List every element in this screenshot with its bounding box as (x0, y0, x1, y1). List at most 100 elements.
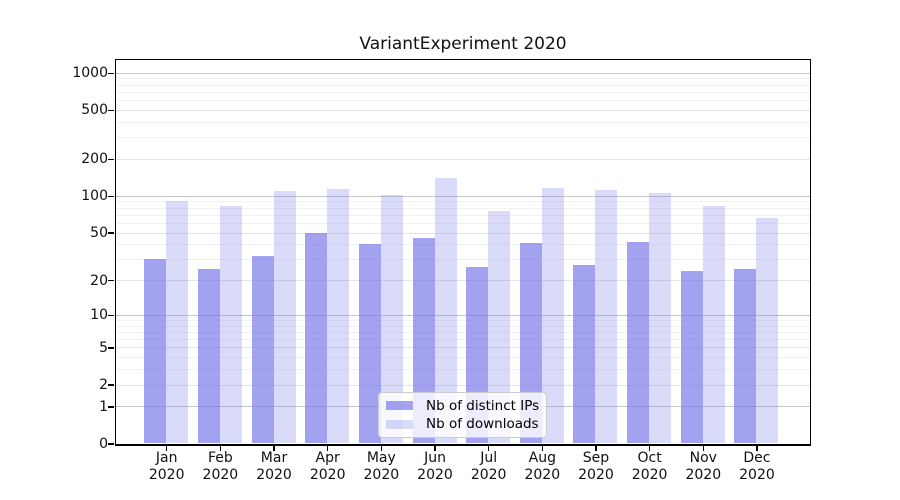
y-tick-mark (108, 347, 114, 349)
x-tick-label: Nov 2020 (685, 450, 722, 483)
gridline-minor (115, 91, 810, 93)
legend-swatch-distinct-ips (386, 401, 413, 411)
bar-distinct-ips-nov (680, 270, 703, 444)
gridline-minor (115, 214, 810, 216)
bar-distinct-ips-apr (305, 232, 328, 444)
x-tick-label: May 2020 (363, 450, 400, 483)
bar-distinct-ips-oct (627, 241, 650, 444)
x-tick-mark (756, 446, 758, 451)
legend-label-distinct-ips: Nb of distinct IPs (426, 397, 540, 414)
x-tick-label: Jan 2020 (148, 450, 185, 483)
gridline (115, 280, 810, 282)
gridline-minor (115, 339, 810, 341)
bar-downloads-feb (219, 206, 242, 444)
gridline-minor (115, 207, 810, 209)
x-tick-label: Feb 2020 (202, 450, 239, 483)
gridline-major (115, 314, 810, 316)
legend-swatch-downloads (386, 419, 413, 429)
y-tick-label: 1 (99, 398, 108, 415)
bar-downloads-jan (166, 201, 189, 444)
bar-downloads-dec (756, 217, 779, 444)
y-tick-mark (108, 109, 114, 112)
x-tick-label: Aug 2020 (524, 450, 561, 483)
x-tick-mark (380, 446, 383, 451)
y-tick-label: 20 (90, 272, 108, 289)
bar-distinct-ips-sep (573, 264, 596, 444)
gridline (115, 158, 810, 160)
gridline-major (115, 195, 810, 197)
x-tick-label: Apr 2020 (309, 450, 346, 483)
gridline-major (115, 72, 810, 74)
x-tick-label: Jul 2020 (470, 450, 507, 483)
x-tick-mark (434, 446, 436, 451)
bar-downloads-jun (434, 177, 457, 444)
gridline-minor (115, 244, 810, 246)
x-tick-mark (165, 446, 168, 451)
bar-distinct-ips-mar (251, 255, 274, 444)
gridline-minor (115, 78, 810, 80)
bar-distinct-ips-may (358, 244, 381, 444)
x-tick-label: Oct 2020 (631, 450, 668, 483)
bar-downloads-nov (702, 206, 725, 444)
x-tick-label: Sep 2020 (578, 450, 614, 483)
bar-downloads-sep (595, 190, 618, 444)
x-tick-label: Mar 2020 (256, 450, 292, 483)
legend-item-downloads: Nb of downloads (385, 416, 540, 432)
y-tick-label: 1000 (72, 65, 108, 82)
gridline-minor (115, 357, 810, 359)
bar-distinct-ips-feb (197, 268, 220, 444)
gridline-minor (115, 137, 810, 139)
plot-area (114, 58, 811, 446)
y-tick-label: 0 (99, 436, 108, 452)
bar-downloads-mar (273, 190, 296, 444)
y-tick-label: 10 (90, 307, 108, 324)
gridline-minor (115, 319, 810, 321)
y-tick-label: 500 (81, 102, 108, 119)
y-tick-mark (108, 158, 114, 161)
y-tick-label: 5 (99, 339, 108, 356)
bar-downloads-jul (488, 211, 511, 444)
gridline-minor (115, 84, 810, 86)
legend: Nb of distinct IPs Nb of downloads (378, 392, 547, 438)
y-tick-mark (108, 279, 114, 282)
chart-title: VariantExperiment 2020 (359, 34, 567, 54)
bar-downloads-aug (541, 188, 564, 444)
gridline (115, 347, 810, 349)
x-tick-label: Jun 2020 (417, 450, 453, 483)
legend-item-distinct-ips: Nb of distinct IPs (385, 398, 540, 414)
gridline-minor (115, 100, 810, 102)
bar-distinct-ips-dec (734, 268, 757, 444)
y-tick-mark (108, 443, 114, 445)
legend-label-downloads: Nb of downloads (426, 416, 539, 433)
bar-downloads-oct (649, 193, 672, 444)
gridline-minor (115, 222, 810, 224)
y-tick-label: 100 (81, 188, 108, 205)
y-tick-mark (108, 232, 114, 234)
gridline (115, 109, 810, 111)
y-tick-mark (108, 314, 114, 317)
x-tick-mark (702, 446, 705, 451)
x-tick-label: Dec 2020 (739, 450, 775, 483)
gridline-minor (115, 121, 810, 123)
gridline (115, 384, 810, 386)
x-tick-mark (595, 446, 597, 451)
x-tick-mark (541, 446, 544, 451)
y-tick-label: 2 (99, 377, 108, 394)
bar-downloads-may (380, 194, 403, 444)
y-tick-mark (108, 195, 114, 198)
y-tick-mark (108, 384, 114, 386)
gridline-minor (115, 201, 810, 203)
gridline-minor (115, 369, 810, 371)
x-tick-mark (219, 446, 222, 451)
y-tick-label: 50 (90, 225, 108, 242)
x-tick-mark (487, 446, 490, 451)
bar-distinct-ips-jan (144, 259, 167, 444)
x-tick-mark (273, 446, 275, 451)
gridline-minor (115, 325, 810, 327)
y-tick-mark (108, 72, 114, 75)
y-tick-label: 200 (81, 151, 108, 168)
x-tick-mark (648, 446, 651, 451)
x-tick-mark (326, 446, 329, 451)
bar-downloads-apr (327, 189, 350, 444)
